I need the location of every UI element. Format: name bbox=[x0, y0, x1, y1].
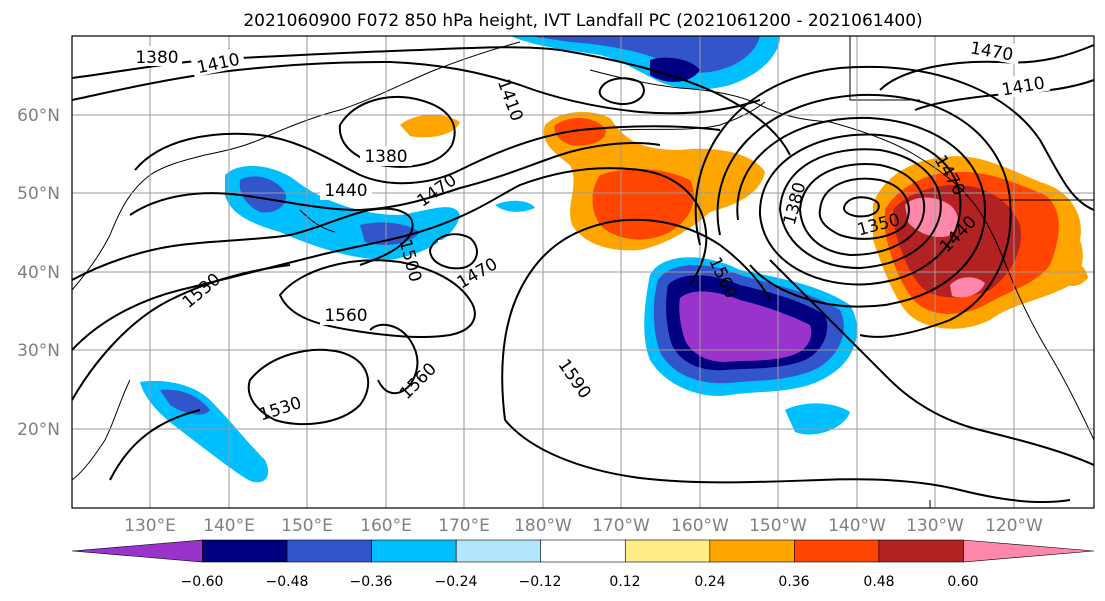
lon-label: 150°E bbox=[281, 516, 333, 536]
lat-label: 60°N bbox=[17, 106, 60, 126]
contour-label: 1380 bbox=[135, 48, 178, 68]
contour-label: 1380 bbox=[364, 147, 407, 167]
colorbar-tick-label: −0.60 bbox=[181, 574, 224, 590]
lon-label: 160°E bbox=[360, 516, 412, 536]
lon-label: 130°E bbox=[124, 516, 176, 536]
figure-title: 2021060900 F072 850 hPa height, IVT Land… bbox=[243, 11, 922, 31]
colorbar-tick-label: −0.48 bbox=[266, 574, 309, 590]
lon-label: 150°W bbox=[749, 516, 807, 536]
shade-positive-nw bbox=[400, 114, 460, 138]
lon-label: 180°W bbox=[514, 516, 572, 536]
longitude-labels: 130°E 140°E 150°E 160°E 170°E 180°W 170°… bbox=[124, 516, 1043, 536]
shade-negative-small-1 bbox=[785, 403, 850, 435]
shade-negative-north-3 bbox=[650, 57, 700, 82]
shade-negative-north-2 bbox=[530, 36, 760, 73]
colorbar-tick-label: −0.24 bbox=[435, 574, 478, 590]
lon-label: 140°W bbox=[828, 516, 886, 536]
colorbar-swatch bbox=[71, 539, 203, 563]
colorbar-tick-label: −0.12 bbox=[519, 574, 562, 590]
colorbar-swatch bbox=[455, 539, 542, 563]
map-panel: 1380 1410 1410 1470 1410 1380 1440 1470 … bbox=[71, 35, 1095, 509]
lat-label: 40°N bbox=[17, 263, 60, 283]
lon-label: 160°W bbox=[671, 516, 729, 536]
colorbar-swatch bbox=[371, 539, 457, 563]
shade-positive-central-2 bbox=[554, 117, 606, 146]
colorbar-ticks: −0.60 −0.48 −0.36 −0.24 −0.12 0.12 0.24 … bbox=[181, 574, 979, 590]
colorbar-blocks bbox=[71, 539, 1095, 563]
shade-positive-east-6 bbox=[1058, 260, 1088, 287]
lat-label: 50°N bbox=[17, 184, 60, 204]
colorbar-swatch bbox=[878, 539, 964, 563]
colorbar-swatch bbox=[794, 539, 880, 563]
lon-label: 120°W bbox=[985, 516, 1043, 536]
lon-label: 170°E bbox=[438, 516, 490, 536]
contour-label: 1440 bbox=[324, 181, 367, 201]
lat-label: 20°N bbox=[17, 420, 60, 440]
shade-positive-central-3 bbox=[592, 168, 694, 240]
colorbar-swatch bbox=[624, 539, 711, 563]
colorbar-tick-label: 0.36 bbox=[778, 574, 809, 590]
shade-negative-small-2 bbox=[495, 200, 535, 212]
lon-label: 130°W bbox=[906, 516, 964, 536]
contour-label: 1560 bbox=[324, 306, 367, 326]
shade-positive-east-5 bbox=[950, 277, 985, 298]
graticule bbox=[72, 36, 1094, 508]
colorbar-tick-label: 0.24 bbox=[694, 574, 725, 590]
colorbar-tick-label: 0.60 bbox=[947, 574, 978, 590]
colorbar-tick-label: −0.36 bbox=[350, 574, 393, 590]
colorbar-tick-label: 0.48 bbox=[863, 574, 894, 590]
shade-negative-west-3 bbox=[360, 222, 420, 245]
latitude-labels: 60°N 50°N 40°N 30°N 20°N bbox=[17, 106, 60, 440]
colorbar-swatch bbox=[963, 539, 1095, 563]
shade-negative-west-2 bbox=[239, 176, 286, 213]
lat-label: 30°N bbox=[17, 341, 60, 361]
lon-label: 170°W bbox=[592, 516, 650, 536]
lon-label: 140°E bbox=[203, 516, 255, 536]
colorbar-swatch bbox=[202, 539, 288, 563]
colorbar-swatch bbox=[286, 539, 372, 563]
colorbar-swatch bbox=[709, 539, 795, 563]
shade-negative-sw-2 bbox=[160, 389, 210, 415]
map-frame bbox=[71, 35, 1095, 509]
colorbar-tick-label: 0.12 bbox=[609, 574, 640, 590]
colorbar: −0.60 −0.48 −0.36 −0.24 −0.12 0.12 0.24 … bbox=[71, 539, 1095, 590]
colorbar-swatch bbox=[540, 539, 626, 563]
